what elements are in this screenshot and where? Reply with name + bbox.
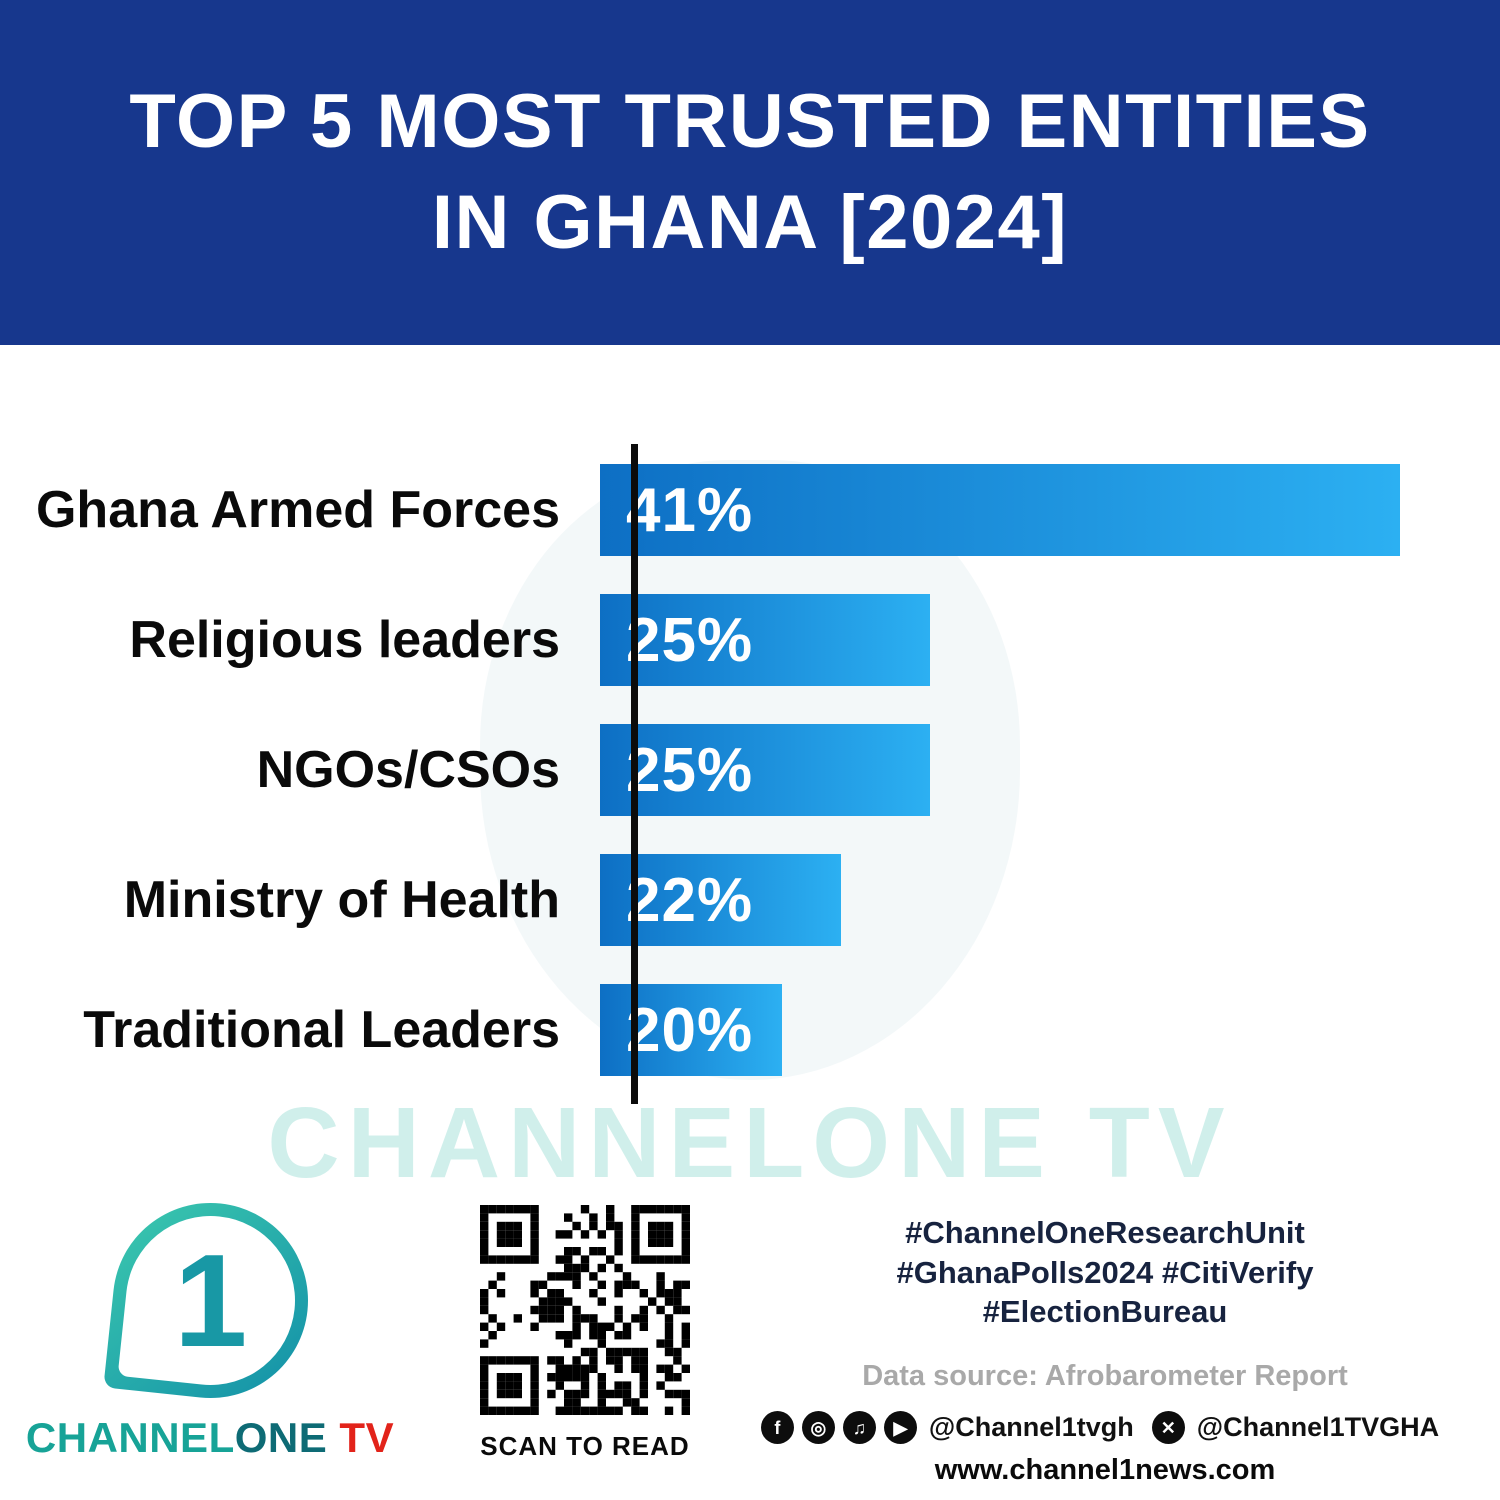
channel-one-logo: 1 CHANNELONE TV bbox=[0, 1185, 420, 1462]
logo-wordmark-channel: CHANNEL bbox=[25, 1414, 235, 1461]
bar-chart: Ghana Armed Forces 41% Religious leaders… bbox=[0, 444, 1500, 1114]
header-banner: TOP 5 MOST TRUSTED ENTITIES IN GHANA [20… bbox=[0, 0, 1500, 345]
footer: 1 CHANNELONE TV SCAN TO READ #ChannelOne… bbox=[0, 1185, 1500, 1500]
bar-row: NGOs/CSOs 25% bbox=[0, 724, 1500, 816]
logo-pick-icon: 1 bbox=[102, 1193, 318, 1408]
data-source-text: Data source: Afrobarometer Report bbox=[862, 1360, 1348, 1393]
bar-category-label: Ghana Armed Forces bbox=[35, 481, 560, 539]
hashtag-line-2: #GhanaPolls2024 #CitiVerify bbox=[896, 1254, 1314, 1290]
social-row: f ◎ ♫ ▶ @Channel1tvgh ✕ @Channel1TVGHA bbox=[760, 1411, 1449, 1445]
logo-wordmark-one: ONE bbox=[234, 1414, 328, 1461]
bar-fill: 25% bbox=[600, 594, 930, 686]
bar-fill: 41% bbox=[600, 464, 1400, 556]
logo-wordmark-tv: TV bbox=[327, 1414, 395, 1461]
hashtag-line-3: #ElectionBureau bbox=[982, 1294, 1228, 1330]
bar-category-label: Religious leaders bbox=[129, 611, 560, 669]
bar-value-label: 20% bbox=[626, 995, 754, 1065]
bar-category-label: Ministry of Health bbox=[123, 871, 560, 929]
bar-row: Ministry of Health 22% bbox=[0, 854, 1500, 946]
logo-wordmark: CHANNELONE TV bbox=[26, 1414, 394, 1462]
bar-fill: 25% bbox=[600, 724, 930, 816]
qr-caption: SCAN TO READ bbox=[480, 1431, 690, 1461]
website-url: www.channel1news.com bbox=[934, 1454, 1276, 1487]
bar-value-label: 25% bbox=[626, 735, 754, 805]
youtube-icon: ▶ bbox=[883, 1411, 917, 1445]
bar-track: 20% bbox=[600, 984, 1500, 1076]
bar-category-label: NGOs/CSOs bbox=[256, 741, 560, 799]
bar-row: Traditional Leaders 20% bbox=[0, 984, 1500, 1076]
qr-code bbox=[480, 1205, 690, 1415]
bar-track: 25% bbox=[600, 594, 1500, 686]
bar-value-label: 41% bbox=[626, 475, 754, 545]
qr-block: SCAN TO READ bbox=[420, 1185, 750, 1462]
bar-fill: 22% bbox=[600, 854, 841, 946]
bar-value-label: 22% bbox=[626, 865, 754, 935]
social-handle-2: @Channel1TVGHA bbox=[1196, 1412, 1440, 1443]
brand-watermark: CHANNELONE TV bbox=[267, 1087, 1233, 1199]
tiktok-icon: ♫ bbox=[842, 1411, 876, 1445]
bar-track: 22% bbox=[600, 854, 1500, 946]
page-title-line1: TOP 5 MOST TRUSTED ENTITIES bbox=[129, 79, 1371, 165]
page-title-line2: IN GHANA [2024] bbox=[431, 179, 1069, 265]
y-axis-line bbox=[631, 444, 638, 1104]
x-icon: ✕ bbox=[1151, 1411, 1185, 1445]
bar-fill: 20% bbox=[600, 984, 782, 1076]
logo-numeral: 1 bbox=[173, 1226, 247, 1374]
footer-info: #ChannelOneResearchUnit #GhanaPolls2024 … bbox=[750, 1185, 1500, 1487]
page-title: TOP 5 MOST TRUSTED ENTITIES IN GHANA [20… bbox=[129, 72, 1370, 273]
hashtag-line-1: #ChannelOneResearchUnit bbox=[905, 1215, 1305, 1250]
logo-pick-inner: 1 bbox=[117, 1207, 303, 1394]
bar-track: 41% bbox=[600, 464, 1500, 556]
bar-track: 25% bbox=[600, 724, 1500, 816]
instagram-icon: ◎ bbox=[801, 1411, 835, 1445]
bar-row: Religious leaders 25% bbox=[0, 594, 1500, 686]
bar-row: Ghana Armed Forces 41% bbox=[0, 464, 1500, 556]
facebook-icon: f bbox=[760, 1411, 794, 1445]
social-handle-1: @Channel1tvgh bbox=[928, 1412, 1134, 1443]
bar-rows: Ghana Armed Forces 41% Religious leaders… bbox=[0, 450, 1500, 1076]
bar-category-label: Traditional Leaders bbox=[83, 1001, 560, 1059]
bar-value-label: 25% bbox=[626, 605, 754, 675]
